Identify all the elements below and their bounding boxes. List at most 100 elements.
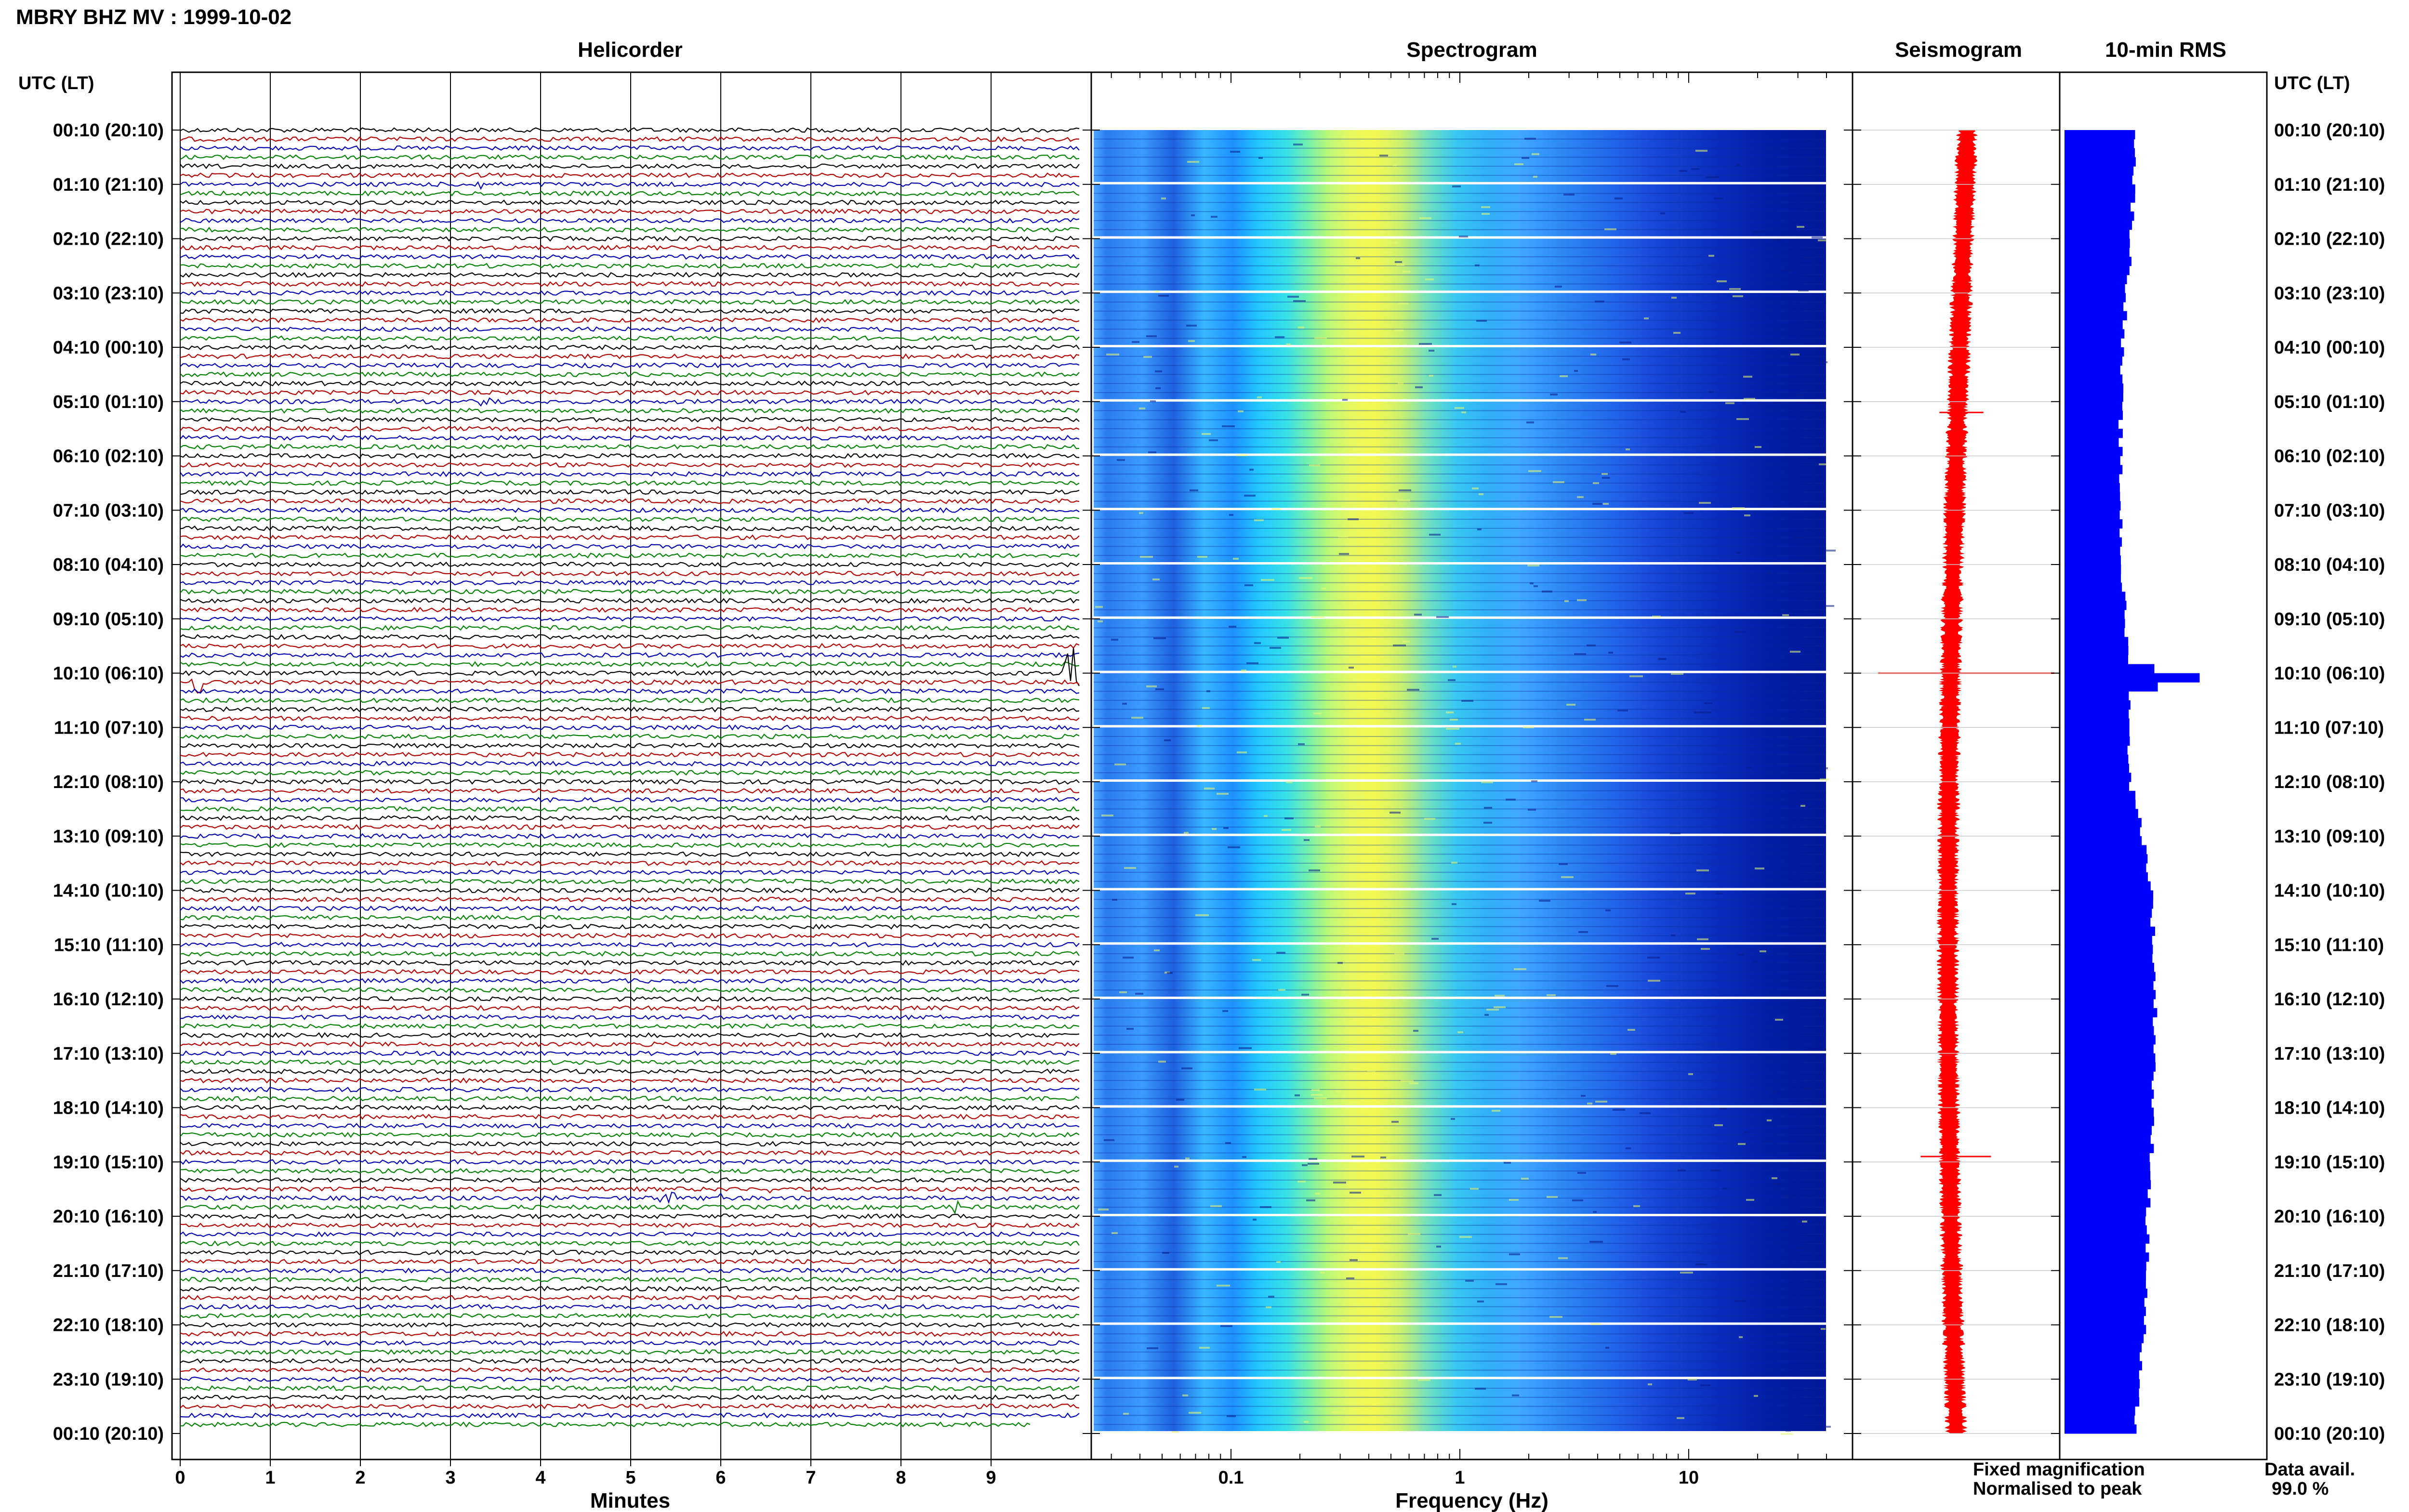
spectrogram-speckle — [1589, 1241, 1603, 1243]
spectrogram-hour-block — [1094, 999, 1826, 1051]
spectrogram-speckle — [1414, 614, 1422, 616]
spectrogram-hour-block — [1094, 727, 1826, 779]
spectrogram-speckle — [1807, 158, 1815, 159]
spectrogram-speckle — [1429, 534, 1441, 536]
frequency-tick-label: 10 — [1679, 1468, 1699, 1488]
rms-bar — [2065, 999, 2154, 1009]
rms-bar — [2065, 1044, 2154, 1054]
helicorder-trace — [180, 761, 1080, 767]
spectrogram-speckle — [1446, 728, 1459, 730]
spectrogram-speckle — [1315, 826, 1321, 828]
spectrogram-speckle — [1547, 1196, 1558, 1198]
spectrogram-speckle — [1787, 955, 1795, 957]
spectrogram-speckle — [1708, 255, 1714, 257]
rms-bar — [2065, 790, 2136, 801]
spectrogram-speckle — [1595, 1101, 1607, 1103]
rms-bar — [2065, 429, 2123, 438]
spectrogram-speckle — [1734, 631, 1745, 633]
rms-bar — [2065, 1089, 2154, 1099]
rms-bar — [2065, 709, 2129, 719]
spectrogram-speckle — [1436, 616, 1449, 618]
spectrogram-speckle — [1795, 1247, 1809, 1249]
rms-bar — [2065, 130, 2135, 140]
spectrogram-speckle — [1337, 962, 1343, 964]
spectrogram-speckle — [1322, 588, 1326, 590]
spectrogram-speckle — [1563, 194, 1575, 196]
frequency-tick-label: 1 — [1455, 1468, 1465, 1488]
minute-tick-label: 1 — [265, 1468, 275, 1488]
rms-bar — [2065, 437, 2119, 447]
spectrogram-speckle — [1629, 675, 1643, 677]
spectrogram-speckle — [1604, 228, 1616, 230]
right-time-label: 15:10 (11:10) — [2274, 935, 2384, 955]
spectrogram-speckle — [1182, 1394, 1188, 1396]
rms-bar — [2065, 899, 2153, 909]
spectrogram-speckle — [1398, 302, 1408, 304]
helicorder-trace — [180, 914, 1080, 920]
spectrogram-speckle — [1349, 667, 1354, 669]
spectrogram-speckle — [1818, 239, 1826, 241]
helicorder-trace — [180, 589, 1080, 595]
panel-title-seismogram: Seismogram — [1895, 38, 2022, 62]
right-time-label: 05:10 (01:10) — [2274, 392, 2385, 412]
helicorder-trace — [180, 1358, 1080, 1364]
spectrogram-speckle — [1154, 290, 1160, 292]
spectrogram-speckle — [1530, 582, 1534, 584]
rms-bar — [2065, 293, 2126, 302]
spectrogram-speckle — [1339, 553, 1349, 555]
helicorder-trace — [180, 1059, 1080, 1065]
rms-bar — [2065, 447, 2123, 456]
spectrogram-speckle — [1783, 1195, 1794, 1197]
spectrogram-speckle — [1261, 579, 1274, 581]
rms-bar — [2065, 637, 2129, 646]
spectrogram-speckle — [1532, 153, 1539, 155]
spectrogram-speckle — [1401, 1080, 1414, 1082]
data-availability-value: 99.0 % — [2272, 1479, 2329, 1499]
spectrogram-speckle — [1184, 832, 1189, 834]
helicorder-trace — [180, 218, 1080, 224]
helicorder-trace — [180, 381, 1080, 387]
spectrogram-speckle — [1391, 1121, 1399, 1123]
left-time-label: 01:10 (21:10) — [53, 175, 164, 195]
rms-bar — [2065, 972, 2156, 981]
right-time-labels: 00:10 (20:10) 01:10 (21:10) 02:10 (22:10) 0… — [2274, 120, 2385, 1444]
spectrogram-speckle — [1403, 641, 1410, 643]
rms-bar — [2065, 682, 2158, 692]
rms-bar — [2065, 592, 2126, 601]
helicorder-trace — [180, 697, 1080, 703]
spectrogram-speckle — [1696, 869, 1709, 871]
spectrogram-speckle — [1819, 463, 1826, 465]
spectrogram-speckle — [1397, 500, 1410, 501]
spectrogram-speckle — [1477, 1301, 1484, 1302]
spectrogram-speckle — [1409, 1082, 1418, 1084]
spectrogram-speckle — [1560, 375, 1568, 377]
spectrogram-speckle — [1592, 503, 1602, 505]
rms-bar — [2065, 284, 2125, 293]
spectrogram-speckle — [1577, 496, 1584, 498]
helicorder-trace — [180, 1376, 1080, 1382]
spectrogram-speckle — [1311, 1089, 1320, 1091]
rms-bar — [2065, 1189, 2148, 1198]
spectrogram-speckle — [1148, 451, 1156, 453]
spectrogram-speckle — [1336, 1090, 1341, 1092]
rms-bar — [2065, 917, 2151, 927]
spectrogram-speckle — [1542, 591, 1552, 592]
spectrogram-speckle — [1229, 626, 1236, 628]
spectrogram-speckle — [1301, 994, 1309, 996]
spectrogram-speckle — [1648, 980, 1660, 982]
spectrogram-speckle — [1101, 815, 1113, 816]
spectrogram-speckle — [1237, 751, 1247, 753]
spectrogram-speckle — [1161, 197, 1166, 199]
spectrogram-speckle — [1484, 1014, 1489, 1016]
rms-bar — [2065, 193, 2135, 203]
spectrogram-speckle — [1729, 288, 1741, 290]
helicorder-trace — [180, 678, 1080, 694]
spectrogram-speckle — [1677, 1417, 1684, 1419]
spectrogram-hour-block — [1094, 293, 1826, 345]
spectrogram-speckle — [1453, 666, 1456, 668]
rms-bar — [2065, 1117, 2154, 1126]
rms-bar — [2065, 872, 2148, 882]
rms-bar — [2065, 1144, 2154, 1153]
spectrogram-speckle — [1451, 1118, 1455, 1120]
spectrogram-speckle — [1647, 957, 1660, 959]
